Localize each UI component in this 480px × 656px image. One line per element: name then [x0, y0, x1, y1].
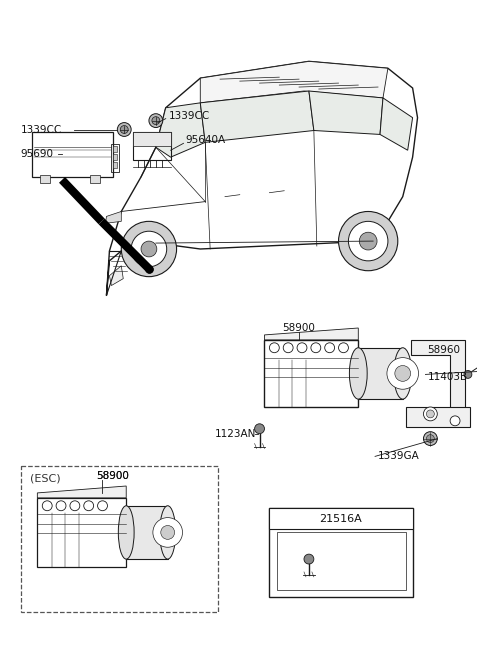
Circle shape — [304, 554, 314, 564]
Circle shape — [117, 123, 131, 136]
Text: 1123AN: 1123AN — [215, 428, 256, 439]
Polygon shape — [200, 91, 314, 142]
Text: 21516A: 21516A — [319, 514, 362, 523]
Circle shape — [161, 525, 175, 539]
Circle shape — [297, 343, 307, 353]
Circle shape — [338, 343, 348, 353]
Bar — [133, 133, 171, 160]
Polygon shape — [37, 486, 126, 498]
Circle shape — [387, 358, 419, 389]
Polygon shape — [264, 328, 358, 340]
Polygon shape — [410, 340, 465, 419]
Ellipse shape — [394, 348, 412, 399]
Text: 58960: 58960 — [427, 344, 460, 355]
Circle shape — [423, 432, 437, 445]
Circle shape — [153, 518, 182, 547]
Text: 1339CC: 1339CC — [21, 125, 62, 134]
Text: 11403B: 11403B — [427, 373, 468, 382]
Text: 1339GA: 1339GA — [378, 451, 420, 461]
Circle shape — [70, 501, 80, 510]
Ellipse shape — [160, 506, 176, 559]
Circle shape — [141, 241, 157, 257]
Bar — [90, 175, 99, 183]
Polygon shape — [309, 91, 383, 134]
Circle shape — [348, 221, 388, 261]
Polygon shape — [107, 62, 418, 295]
Bar — [21, 466, 218, 613]
Text: 58900: 58900 — [96, 471, 130, 481]
Circle shape — [56, 501, 66, 510]
Bar — [111, 144, 120, 172]
Circle shape — [450, 416, 460, 426]
Circle shape — [426, 435, 434, 443]
Ellipse shape — [119, 506, 134, 559]
Text: 1339CC: 1339CC — [168, 111, 210, 121]
Circle shape — [283, 343, 293, 353]
Circle shape — [324, 343, 335, 353]
Bar — [40, 175, 50, 183]
Circle shape — [254, 424, 264, 434]
Circle shape — [152, 117, 160, 125]
Circle shape — [97, 501, 108, 510]
Text: (ESC): (ESC) — [30, 473, 61, 483]
Circle shape — [423, 407, 437, 421]
Polygon shape — [380, 98, 413, 150]
Circle shape — [84, 501, 94, 510]
Circle shape — [131, 231, 167, 267]
Circle shape — [395, 365, 410, 381]
Text: 95690: 95690 — [21, 149, 54, 159]
Polygon shape — [156, 103, 205, 157]
Text: 58900: 58900 — [283, 323, 315, 333]
Circle shape — [464, 371, 472, 379]
Bar — [33, 133, 113, 177]
Bar — [358, 348, 403, 399]
Bar — [269, 508, 413, 529]
Bar — [264, 340, 358, 407]
Circle shape — [120, 125, 128, 133]
Bar — [126, 506, 168, 559]
Circle shape — [121, 221, 177, 277]
Bar — [113, 146, 117, 152]
Circle shape — [269, 343, 279, 353]
Polygon shape — [106, 211, 121, 223]
Polygon shape — [109, 266, 123, 285]
Bar — [37, 498, 126, 567]
Text: 58900: 58900 — [96, 471, 130, 481]
Bar — [133, 133, 171, 146]
Circle shape — [359, 232, 377, 250]
Circle shape — [426, 410, 434, 418]
Circle shape — [149, 113, 163, 127]
Polygon shape — [200, 62, 388, 103]
Bar — [277, 533, 406, 590]
Circle shape — [42, 501, 52, 510]
Bar — [113, 162, 117, 168]
Ellipse shape — [349, 348, 367, 399]
Circle shape — [311, 343, 321, 353]
Bar — [113, 154, 117, 160]
Circle shape — [338, 211, 398, 271]
Text: 95640A: 95640A — [185, 135, 226, 146]
Bar — [269, 508, 413, 596]
Polygon shape — [406, 407, 470, 427]
